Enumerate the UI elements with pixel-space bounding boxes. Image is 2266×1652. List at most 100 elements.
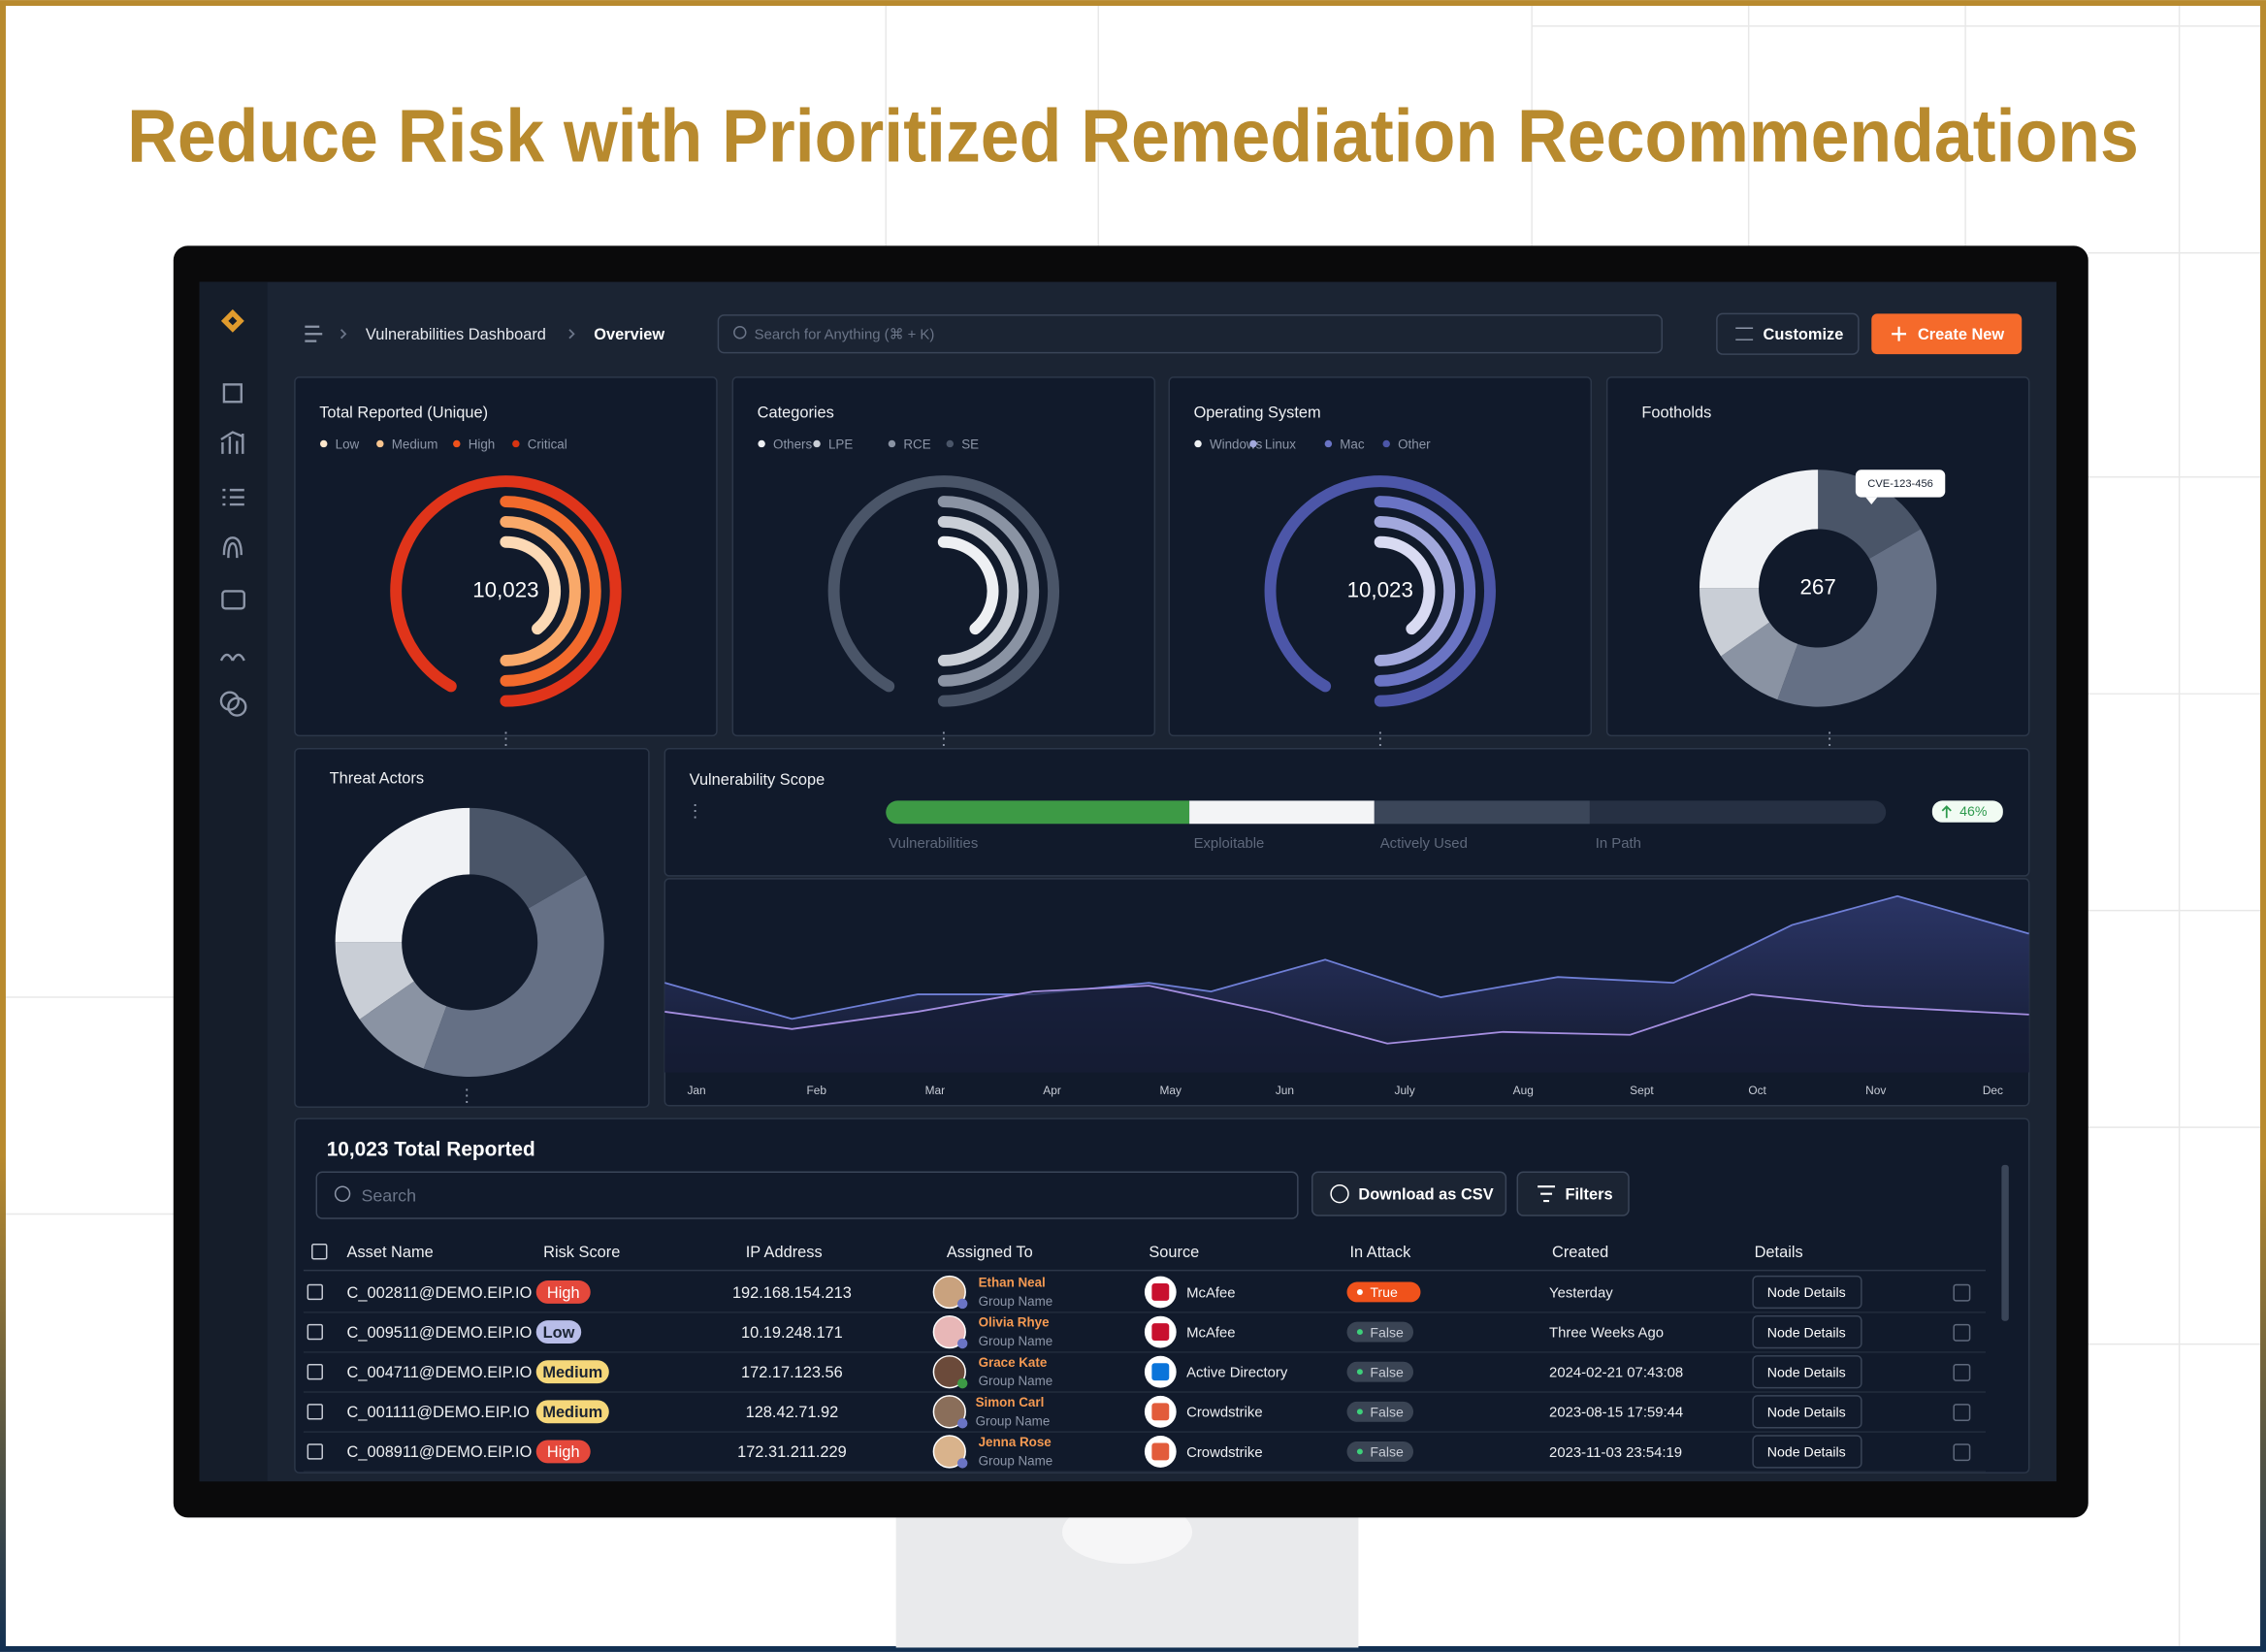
save-icon[interactable] [1953,1443,1971,1462]
table-title: 10,023 Total Reported [327,1138,535,1160]
ip-address: 192.168.154.213 [732,1284,852,1302]
checkbox[interactable] [307,1283,323,1301]
donut-segment [335,807,470,943]
details-button[interactable] [1752,1435,1862,1469]
ring [937,496,1040,687]
save-icon[interactable] [1953,1404,1971,1421]
month-label: Mar [925,1084,946,1097]
source-name: McAfee [1186,1326,1235,1342]
column-header: Asset Name [347,1244,434,1261]
donut-segment [1700,470,1819,589]
ring [1374,496,1475,687]
attack-badge [1346,1281,1421,1303]
save-icon[interactable] [1953,1283,1971,1302]
source-glyph [1151,1283,1170,1301]
assignee-group: Group Name [979,1453,1053,1468]
avatar-badge [956,1418,968,1429]
nav-icon[interactable] [222,536,243,559]
month-label: July [1394,1084,1414,1097]
details-button[interactable] [1752,1275,1862,1310]
details-button[interactable] [1752,1355,1862,1389]
download-button[interactable] [1311,1171,1507,1216]
ip-address: 172.17.123.56 [741,1364,843,1381]
legend-dot [319,439,328,448]
checkbox[interactable] [307,1323,323,1341]
plus-icon [1892,326,1907,341]
ring [500,515,581,666]
legend-dot [1382,439,1390,448]
risk-badge [535,1400,609,1424]
in-attack: False [1370,1324,1404,1340]
risk-score: Low [543,1324,575,1342]
risk-badge [535,1440,591,1464]
attack-dot [1356,1329,1363,1336]
headline: Reduce Risk with Prioritized Remediation… [127,95,2139,178]
ring [1374,535,1436,635]
legend-dot [813,439,821,448]
nav-icon[interactable] [221,590,245,610]
attack-dot [1356,1288,1363,1295]
donut-segment [1700,588,1770,657]
download-icon [1330,1183,1349,1204]
checkbox[interactable] [307,1404,323,1420]
save-icon[interactable] [1953,1323,1971,1342]
checkbox[interactable] [307,1443,323,1460]
nav-icon[interactable] [222,488,244,506]
month-label: Oct [1748,1084,1766,1097]
column-header: Details [1755,1244,1803,1261]
ring [1374,515,1456,666]
asset-name: C_004711@DEMO.EIP.IO [347,1364,533,1381]
card [1605,376,2030,737]
source-name: Active Directory [1186,1366,1288,1381]
filters-button[interactable] [1516,1171,1630,1216]
asset-name: C_009511@DEMO.EIP.IO [347,1324,533,1342]
attack-badge [1346,1401,1414,1422]
nav-icon[interactable] [219,653,245,662]
created: Yesterday [1549,1285,1613,1301]
card-menu: ⋮ [935,729,953,749]
legend-dot [758,439,765,448]
avatar [932,1355,966,1389]
details-button[interactable] [1752,1314,1862,1349]
attack-dot [1356,1409,1363,1415]
nav-icon[interactable] [227,696,247,717]
month-label: Feb [806,1084,826,1097]
checkbox[interactable] [307,1364,323,1380]
create-button[interactable] [1871,313,2023,355]
customize-button[interactable] [1716,312,1860,355]
source-glyph [1151,1323,1170,1342]
scope-label: Exploitable [1194,836,1265,852]
details-label: Node Details [1767,1284,1846,1300]
month-label: Sept [1630,1084,1654,1097]
nav-icon[interactable] [222,383,243,404]
avatar [932,1314,966,1349]
save-icon[interactable] [1953,1364,1971,1381]
column-header: Assigned To [947,1244,1033,1261]
assignee-name: Jenna Rose [979,1435,1052,1449]
scope-segment [1374,800,1590,825]
month-label: Nov [1865,1084,1886,1097]
card [294,376,718,737]
risk-badge [535,1320,582,1344]
assignee-name: Grace Kate [979,1355,1048,1370]
ring [1264,475,1496,707]
month-label: May [1159,1084,1182,1097]
table-search[interactable] [315,1171,1299,1219]
column-header: In Attack [1349,1244,1411,1261]
checkbox[interactable] [311,1244,328,1260]
sidebar [199,281,268,1482]
card-menu: ⋮ [1821,729,1838,749]
asset-name: C_002811@DEMO.EIP.IO [347,1284,533,1302]
breadcrumb[interactable]: Vulnerabilities Dashboard [366,326,546,343]
legend-label: RCE [903,437,930,451]
tooltip [1855,470,1946,498]
column-header: IP Address [746,1244,823,1261]
risk-score: High [547,1443,580,1461]
details-button[interactable] [1752,1395,1862,1429]
donut-segment [469,807,587,909]
nav-icon[interactable] [220,431,244,454]
menu-icon[interactable] [305,325,323,342]
in-attack: True [1370,1284,1398,1300]
global-search[interactable] [717,314,1664,354]
